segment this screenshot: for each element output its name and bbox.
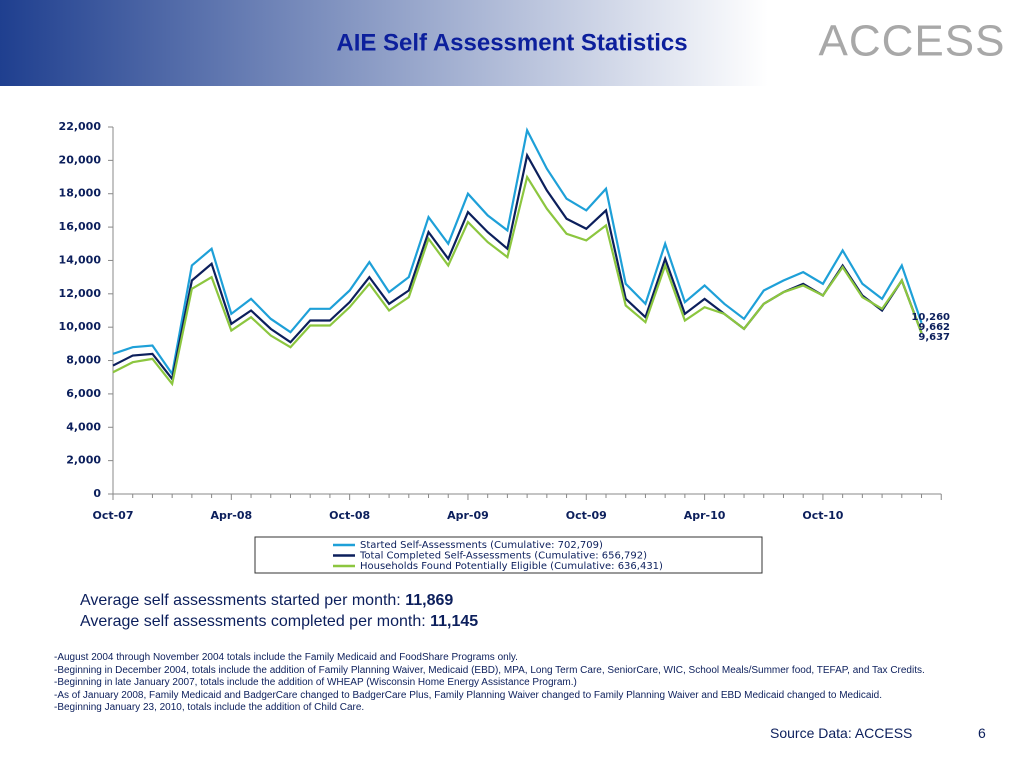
series-line — [112, 174, 923, 387]
y-tick-label: 16,000 — [59, 220, 102, 233]
note: -As of January 2008, Family Medicaid and… — [54, 689, 883, 701]
source: Source Data: ACCESS — [770, 725, 913, 741]
series-line — [112, 127, 923, 377]
page-number: 6 — [978, 725, 986, 741]
header-band — [0, 0, 1024, 86]
summary-line: Average self assessments started per mon… — [80, 590, 478, 611]
y-tick-label: 12,000 — [59, 287, 102, 300]
notes: -August 2004 through November 2004 total… — [54, 652, 974, 715]
note: -Beginning January 23, 2010, totals incl… — [54, 702, 365, 713]
x-tick-label: Apr-08 — [210, 509, 252, 522]
note: -August 2004 through November 2004 total… — [54, 652, 518, 663]
x-tick-label: Oct-09 — [566, 509, 607, 522]
note: -Beginning in December 2004, totals incl… — [54, 664, 925, 676]
y-tick-label: 20,000 — [59, 153, 102, 166]
y-tick-label: 4,000 — [66, 420, 101, 433]
y-tick-label: 2,000 — [66, 454, 101, 467]
slide-title: AIE Self Assessment Statistics — [336, 29, 687, 56]
x-tick-label: Apr-10 — [684, 509, 726, 522]
legend-label: Started Self-Assessments (Cumulative: 70… — [360, 540, 603, 551]
summary-label: Average self assessments started per mon… — [80, 592, 401, 609]
logo: ACCESS — [819, 17, 1006, 66]
y-tick-label: 22,000 — [59, 120, 102, 133]
summary: Average self assessments started per mon… — [80, 590, 478, 632]
legend-label: Total Completed Self-Assessments (Cumula… — [359, 551, 647, 562]
series-line — [112, 152, 923, 382]
summary-value: 11,145 — [430, 613, 479, 630]
y-tick-label: 6,000 — [66, 387, 101, 400]
x-tick-label: Oct-08 — [329, 509, 370, 522]
summary-label: Average self assessments completed per m… — [80, 613, 426, 630]
summary-value: 11,869 — [405, 592, 454, 609]
y-tick-label: 18,000 — [59, 187, 102, 200]
x-tick-label: Apr-09 — [447, 509, 489, 522]
y-tick-label: 8,000 — [66, 354, 101, 367]
y-tick-label: 10,000 — [59, 320, 102, 333]
value-label: 9,637 — [918, 332, 950, 343]
legend-label: Households Found Potentially Eligible (C… — [360, 561, 663, 572]
value-label: 9,662 — [918, 322, 950, 333]
summary-line: Average self assessments completed per m… — [80, 611, 478, 632]
y-tick-label: 0 — [93, 487, 101, 500]
value-label: 10,260 — [911, 312, 950, 323]
x-tick-label: Oct-10 — [802, 509, 843, 522]
x-tick-label: Oct-07 — [92, 509, 133, 522]
note: -Beginning in late January 2007, totals … — [54, 677, 577, 688]
y-tick-label: 14,000 — [59, 253, 102, 266]
